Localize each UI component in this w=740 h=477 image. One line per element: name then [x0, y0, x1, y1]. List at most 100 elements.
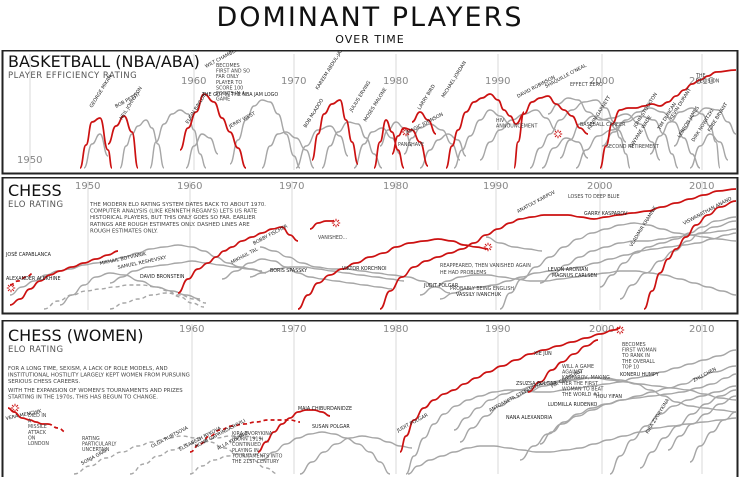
estimated-player-line [109, 292, 207, 310]
dominant-player-line [177, 226, 299, 294]
player-label: THE GUY IN THE NBA JAM LOGO [201, 92, 278, 98]
other-player-line [439, 232, 737, 300]
annotation: LOSES TO DEEP BLUE [568, 194, 620, 200]
burst-icon [331, 218, 341, 228]
other-player-line [109, 260, 263, 284]
annotation: REAPPEARED, THEN VANISHED AGAIN [440, 263, 531, 269]
player-label: LARRY BIRD [417, 83, 437, 111]
decade-label: 2010 [689, 324, 714, 335]
other-player-line [519, 365, 737, 461]
other-player-line [353, 127, 401, 169]
player-label: LEVON ARONIAN [548, 267, 588, 273]
dominant-player-line [311, 99, 359, 165]
other-player-line [459, 377, 737, 443]
other-player-line [259, 246, 451, 294]
annotation: BECOMES FIRST WOMAN TO RANK IN THE OVERALL T… [621, 342, 657, 370]
decade-label: 1960 [181, 76, 206, 87]
annotation: THE DECISION [695, 73, 720, 85]
annotation: WITH THE EXPANSION OF WOMEN'S TOURNAMENT… [8, 388, 183, 401]
annotation: HIV ANNOUNCEMENT [496, 118, 537, 130]
panel-axis-label: ELO RATING [8, 345, 64, 355]
dominant-player-line [513, 111, 525, 169]
decade-label: 2000 [589, 324, 614, 335]
player-label: SUSAN POLGAR [312, 424, 350, 430]
player-label: KIRA ZVORYKINA [645, 397, 672, 435]
player-label: VISWANATHAN ANAND [682, 196, 733, 227]
other-player-line [295, 125, 349, 169]
dominant-player-line [107, 115, 139, 169]
panel-axis-label: PLAYER EFFICIENCY RATING [8, 71, 137, 81]
burst-icon [553, 129, 563, 139]
other-player-line [609, 385, 737, 475]
player-label: KONERU HUMPY [620, 372, 659, 378]
player-label: JOSÉ CAPABLANCA [5, 250, 52, 258]
annotations: THE MODERN ELO RATING SYSTEM DATES BACK … [89, 194, 620, 292]
dominant-player-line [411, 111, 437, 135]
annotation: DIED IN A MISSILE ATTACK ON LONDON [28, 413, 49, 447]
other-player-line [119, 119, 165, 169]
annotations: FOR A LONG TIME, SEXISM, A LACK OF ROLE … [8, 342, 657, 465]
panel-title: CHESS [8, 181, 62, 200]
player-label: KAREEM ABDUL-JABBAR [315, 50, 351, 91]
player-label: ALEXANDER ALEKHINE [6, 276, 61, 282]
annotation: VANISHED... [318, 235, 347, 241]
other-player-line [575, 115, 679, 169]
decade-lines: 1950 1960 1970 1980 1990 2000 2010 [75, 181, 714, 310]
other-player-line [485, 236, 543, 252]
player-label: DAVID BRONSTEIN [140, 274, 185, 280]
annotation: EFFECT ZERO [570, 82, 603, 88]
dominant-player-lines [7, 325, 625, 453]
panel-frame [1, 177, 739, 315]
other-player-line [299, 435, 413, 475]
dominant-player-line [527, 339, 599, 393]
decade-lines: 1950 1960 1970 1980 1990 2000 2010 [17, 54, 714, 170]
dominant-player-lines [79, 69, 737, 169]
other-player-line [109, 244, 267, 274]
annotations: BECOMES FIRST AND SO FAR ONLY PLAYER TO SCOR… [216, 63, 720, 150]
panel-title: CHESS (WOMEN) [8, 326, 144, 345]
burst-icon [6, 283, 16, 293]
player-label: MIKHAIL TAL [230, 246, 259, 265]
player-label: MAGNUS CARLSEN [552, 273, 597, 279]
decade-label: 1980 [383, 76, 408, 87]
estimated-player-line [73, 435, 279, 475]
estimated-player-line [129, 435, 271, 475]
other-player-line [601, 107, 701, 169]
other-player-line [639, 389, 737, 469]
player-label: BOB McADOO [303, 98, 326, 129]
player-label: JUDIT POLGAR [423, 283, 459, 289]
decade-label: 2000 [589, 76, 614, 87]
dominant-player-line [399, 327, 621, 453]
estimated-dominant-line [47, 423, 67, 433]
other-player-line [673, 107, 737, 147]
panel-frame [1, 50, 739, 175]
decade-label: 1990 [485, 324, 510, 335]
estimated-player-line [189, 453, 267, 475]
dominant-player-line [7, 407, 48, 425]
dominant-player-lines [6, 188, 737, 310]
burst-icon [10, 403, 20, 413]
player-label: VIKTOR KORCHNOI [342, 266, 387, 272]
player-label: MAGIC JOHNSON [406, 111, 445, 135]
decade-label: 1950 [17, 155, 42, 166]
other-player-line [185, 133, 219, 169]
other-player-line [453, 109, 511, 169]
other-player-line [249, 266, 405, 282]
dominant-player-line [79, 117, 113, 169]
decade-label: 1990 [483, 181, 508, 192]
dominant-player-line [257, 409, 331, 453]
other-player-lines [83, 97, 737, 169]
other-player-lines [9, 216, 737, 310]
other-player-line [479, 109, 557, 161]
annotation: FOR A LONG TIME, SEXISM, A LACK OF ROLE … [8, 366, 190, 385]
other-player-lines [73, 349, 737, 475]
decade-label: 1950 [75, 181, 100, 192]
other-player-line [261, 431, 391, 475]
player-label: HOU YIFAN [596, 394, 622, 400]
decade-label: 1970 [281, 324, 306, 335]
decade-label: 2010 [689, 76, 714, 87]
page-subtitle: OVER TIME [335, 33, 405, 46]
decade-label: 2000 [587, 181, 612, 192]
other-player-line [547, 97, 661, 161]
chess-women-panel: CHESS (WOMEN) ELO RATING 1960 1970 1980 199… [1, 320, 739, 477]
